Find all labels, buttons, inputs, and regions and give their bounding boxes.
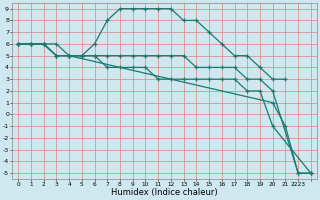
X-axis label: Humidex (Indice chaleur): Humidex (Indice chaleur) [111, 188, 218, 197]
